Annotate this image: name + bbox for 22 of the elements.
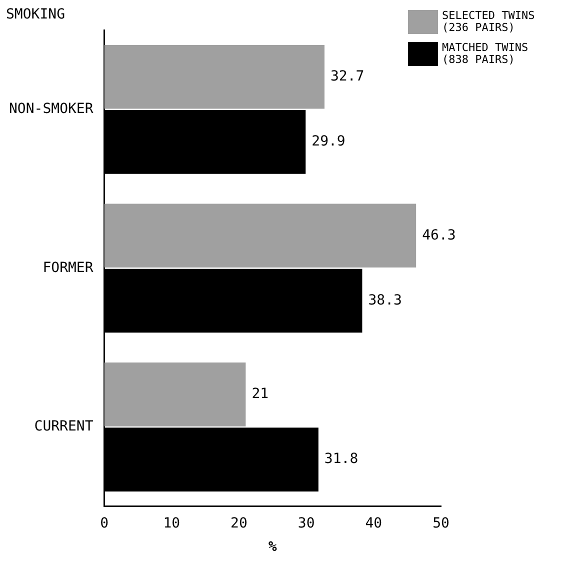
data-label: 32.7 (330, 68, 364, 84)
y-tick-label: CURRENT (34, 418, 94, 435)
x-axis-title: % (268, 539, 278, 556)
data-label: 31.8 (324, 451, 358, 468)
y-axis-title: SMOKING (6, 6, 66, 23)
data-label: 38.3 (368, 292, 402, 308)
bar (104, 362, 246, 426)
x-tick-label: 30 (298, 515, 315, 532)
bar (104, 44, 324, 109)
x-tick-label: 10 (163, 515, 180, 532)
data-label: 29.9 (312, 134, 346, 150)
bar (104, 204, 416, 268)
legend-label: MATCHED TWINS (838 PAIRS) (442, 41, 530, 66)
data-label: 21 (252, 386, 269, 402)
x-tick-label: 0 (100, 515, 109, 532)
y-tick-label: NON-SMOKER (8, 101, 94, 118)
x-tick-label: 50 (432, 515, 450, 532)
legend-label: SELECTED TWINS (236 PAIRS) (442, 9, 536, 34)
x-tick-label: 40 (365, 515, 382, 532)
y-tick-label: FORMER (42, 260, 94, 276)
x-tick-label: 20 (230, 515, 248, 532)
data-label: 46.3 (422, 227, 456, 244)
